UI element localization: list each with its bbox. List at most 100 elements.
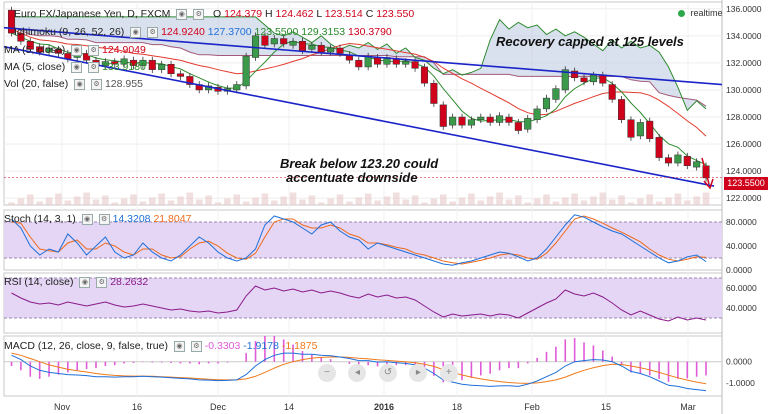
volume-bar bbox=[458, 197, 466, 205]
realtime-indicator: realtime bbox=[678, 8, 723, 18]
volume-bar bbox=[655, 201, 663, 205]
volume-bar bbox=[646, 194, 654, 205]
macd-value-3: -1.1875 bbox=[281, 340, 318, 352]
eye-icon[interactable]: ◉ bbox=[81, 213, 93, 225]
eye-icon[interactable]: ◉ bbox=[176, 8, 188, 20]
candle-body bbox=[167, 64, 175, 74]
volume-bar bbox=[261, 193, 269, 205]
macd-hist-bar bbox=[85, 361, 88, 369]
volume-bar bbox=[252, 197, 259, 205]
macd-hist-bar bbox=[686, 361, 689, 379]
x-tick-label: 18 bbox=[452, 402, 462, 412]
macd-hist-bar bbox=[217, 361, 219, 364]
eye-icon[interactable]: ◉ bbox=[74, 78, 86, 90]
macd-hist-bar bbox=[705, 361, 707, 376]
eye-icon[interactable]: ◉ bbox=[173, 340, 185, 352]
ma2-value: 133.9180 bbox=[102, 61, 146, 73]
volume-bar bbox=[693, 196, 700, 205]
settings-icon[interactable]: ⚙ bbox=[147, 26, 159, 38]
zoom-in-icon[interactable]: + bbox=[439, 364, 458, 382]
macd-hist-bar bbox=[76, 361, 79, 371]
chart-navigation[interactable]: − ◂ ↺ ▸ + bbox=[318, 362, 466, 382]
volume-bar bbox=[102, 195, 109, 205]
volume-bar bbox=[280, 196, 287, 205]
macd-hist-bar bbox=[517, 361, 520, 369]
eye-icon[interactable]: ◉ bbox=[130, 26, 142, 38]
macd-hist-bar bbox=[620, 361, 623, 365]
macd-hist-bar bbox=[245, 353, 247, 362]
rsi-legend[interactable]: RSI (14, close) ◉ ⚙ 28.2632 bbox=[4, 276, 148, 288]
vol-label: Vol (20, false) bbox=[4, 78, 69, 90]
macd-hist-bar bbox=[29, 361, 32, 377]
eye-icon[interactable]: ◉ bbox=[79, 276, 91, 288]
settings-icon[interactable]: ⚙ bbox=[193, 8, 205, 20]
volume-bar bbox=[449, 201, 456, 205]
settings-icon[interactable]: ⚙ bbox=[190, 340, 202, 352]
candle-body bbox=[533, 108, 541, 120]
volume-bar bbox=[111, 202, 119, 205]
volume-bar bbox=[421, 202, 428, 205]
candle-body bbox=[505, 116, 513, 123]
macd-hist-bar bbox=[648, 361, 651, 376]
macd-hist-bar bbox=[329, 359, 332, 362]
macd-hist-bar bbox=[592, 345, 595, 362]
settings-icon[interactable]: ⚙ bbox=[98, 213, 110, 225]
vol-legend[interactable]: Vol (20, false) ◉ ⚙ 128.955 bbox=[4, 78, 143, 90]
macd-hist-bar bbox=[189, 361, 191, 364]
scroll-left-icon[interactable]: ◂ bbox=[348, 364, 367, 382]
volume-bar bbox=[308, 195, 316, 205]
volume-bar bbox=[665, 197, 672, 205]
ohlc-close: 123.550 bbox=[376, 8, 415, 20]
candle-body bbox=[374, 57, 382, 65]
macd-legend[interactable]: MACD (12, 26, close, 9, false, true) ◉ ⚙… bbox=[4, 340, 317, 352]
candle-body bbox=[477, 116, 485, 120]
x-tick-label: Mar bbox=[680, 402, 696, 412]
scroll-right-icon[interactable]: ▸ bbox=[409, 364, 428, 382]
stoch-legend[interactable]: Stoch (14, 3, 1) ◉ ⚙ 14.3208 21.8047 bbox=[4, 213, 191, 225]
macd-hist-bar bbox=[376, 361, 379, 367]
settings-icon[interactable]: ⚙ bbox=[88, 61, 100, 73]
macd-hist-bar bbox=[264, 336, 266, 362]
candle-body bbox=[636, 122, 644, 137]
volume-bar bbox=[205, 195, 212, 205]
upper-trendline bbox=[3, 26, 723, 86]
candle-body bbox=[458, 116, 466, 126]
ichimoku-legend[interactable]: Ichimoku (9, 26, 52, 26) ◉ ⚙ 124.9240 12… bbox=[14, 26, 392, 38]
candle-body bbox=[289, 40, 297, 46]
volume-bar bbox=[120, 198, 128, 205]
eye-icon[interactable]: ◉ bbox=[71, 44, 83, 56]
rsi-band bbox=[4, 278, 722, 318]
candle-body bbox=[336, 47, 344, 54]
volume-bar bbox=[45, 197, 53, 205]
ma2-legend[interactable]: MA (5, close) ◉ ⚙ 133.9180 bbox=[4, 61, 146, 73]
ohlc-low-label: L bbox=[316, 8, 322, 20]
down-arrow-shaft bbox=[701, 157, 710, 185]
settings-icon[interactable]: ⚙ bbox=[88, 44, 100, 56]
volume-bar bbox=[571, 193, 578, 205]
volume-bar bbox=[637, 198, 644, 205]
eye-icon[interactable]: ◉ bbox=[71, 61, 83, 73]
candle-body bbox=[327, 47, 335, 53]
candle-body bbox=[552, 88, 560, 100]
candle-body bbox=[514, 122, 522, 131]
settings-icon[interactable]: ⚙ bbox=[96, 276, 108, 288]
candle-body bbox=[36, 46, 44, 53]
volume-bar bbox=[242, 201, 250, 205]
volume-bar bbox=[590, 196, 597, 205]
zoom-out-icon[interactable]: − bbox=[318, 364, 336, 382]
settings-icon[interactable]: ⚙ bbox=[91, 78, 103, 90]
volume-bar bbox=[477, 200, 485, 205]
macd-hist-bar bbox=[545, 351, 548, 362]
volume-bar bbox=[224, 198, 231, 205]
volume-bar bbox=[55, 193, 62, 205]
reset-icon[interactable]: ↺ bbox=[378, 364, 397, 382]
ma1-legend[interactable]: MA (5, close) ◉ ⚙ 124.9049 bbox=[4, 44, 146, 56]
macd-hist-bar bbox=[207, 361, 210, 364]
candle-body bbox=[261, 35, 269, 46]
volume-bar bbox=[608, 199, 616, 205]
candle-body bbox=[486, 116, 494, 123]
stoch-tick-label: 0.0000 bbox=[726, 265, 752, 275]
candle-body bbox=[683, 156, 691, 167]
macd-hist-bar bbox=[104, 361, 107, 366]
